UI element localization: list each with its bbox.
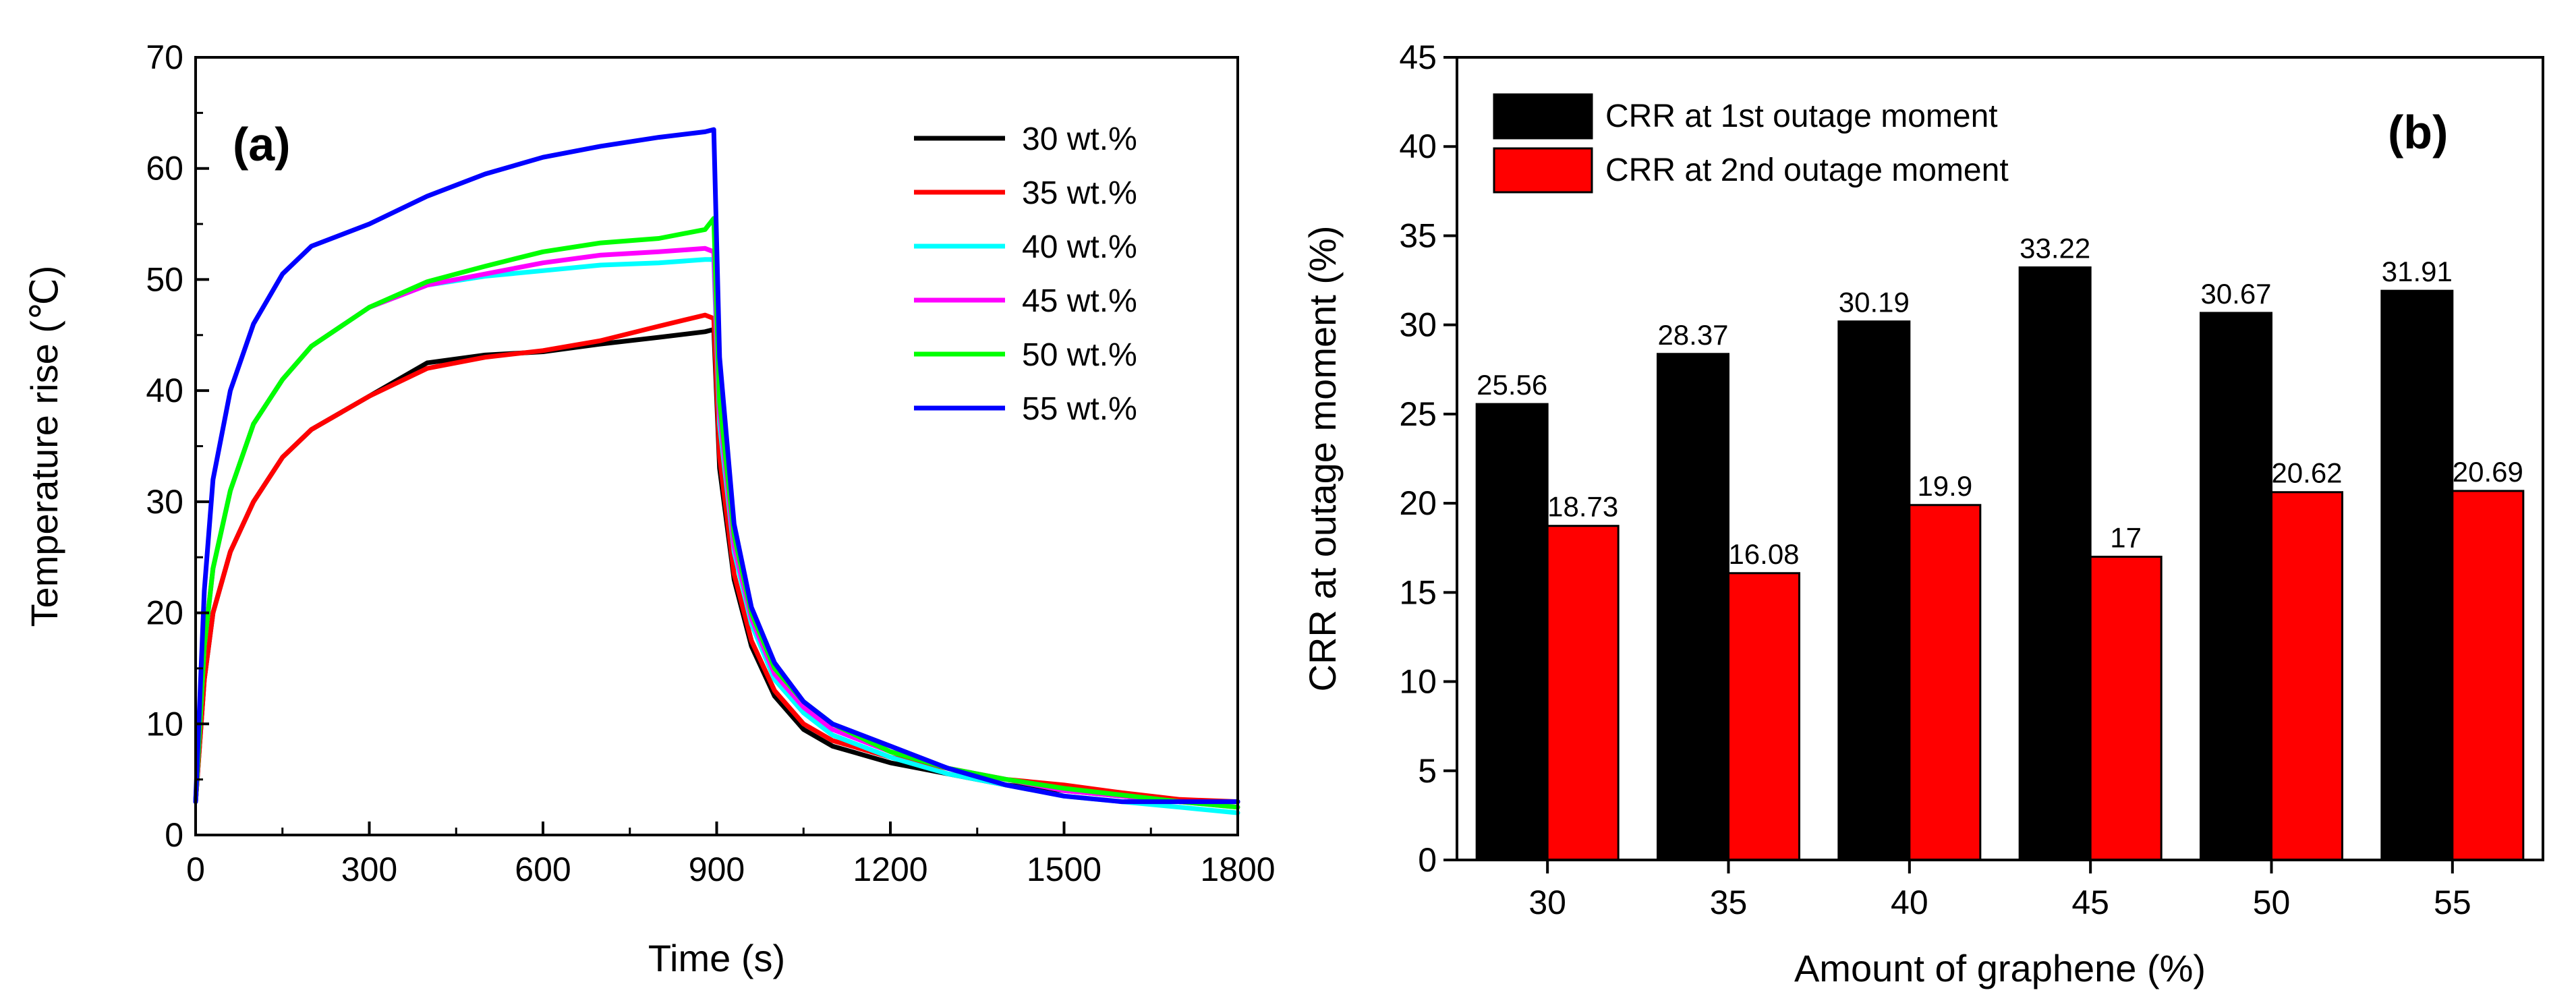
plot-frame xyxy=(1456,56,2544,861)
bar-value-label: 19.9 xyxy=(1917,470,1972,502)
bar-value-label: 18.73 xyxy=(1547,491,1618,523)
x-tick-label: 45 xyxy=(2071,884,2109,921)
series-line xyxy=(193,127,1240,805)
x-tick-label: 55 xyxy=(2434,884,2471,921)
y-axis-title: CRR at outage moment (%) xyxy=(1301,226,1344,692)
bar xyxy=(2270,491,2343,861)
x-tick-label: 50 xyxy=(2253,884,2291,921)
x-axis-ticks: 0 300 600 900 1200 1500 1800 xyxy=(186,822,1276,888)
y-axis-ticks: 0 10 20 30 40 50 60 70 xyxy=(146,38,209,854)
y-tick-label: 25 xyxy=(1399,395,1437,433)
legend: CRR at 1st outage moment CRR at 2nd outag… xyxy=(1493,93,2009,194)
bar-value-label: 28.37 xyxy=(1657,319,1728,351)
bar xyxy=(2200,312,2272,861)
y-tick-label: 30 xyxy=(146,483,183,521)
x-axis-ticks: 30 35 40 45 50 55 xyxy=(1528,860,2471,921)
x-tick-label: 0 xyxy=(186,851,205,888)
legend-label: 50 wt.% xyxy=(1022,337,1137,373)
bar-series-group: 25.56 28.37 30.19 33.22 30.67 31.91 18.73 16.08… xyxy=(1475,233,2525,861)
x-tick-label: 300 xyxy=(341,851,397,888)
bar xyxy=(2451,490,2525,861)
x-tick-label: 900 xyxy=(689,851,745,888)
x-tick-label: 1200 xyxy=(853,851,927,888)
x-tick-label: 1800 xyxy=(1200,851,1275,888)
bar-chart-panel: 25.56 28.37 30.19 33.22 30.67 31.91 18.73 16.08… xyxy=(1301,38,2544,989)
bar xyxy=(1908,504,1982,861)
legend-label: 55 wt.% xyxy=(1022,391,1137,427)
legend-label: 45 wt.% xyxy=(1022,283,1137,319)
bar-value-label: 33.22 xyxy=(2020,233,2090,264)
y-tick-label: 40 xyxy=(1399,127,1437,165)
y-tick-label: 50 xyxy=(146,260,183,298)
bar-value-label: 20.62 xyxy=(2271,457,2342,489)
x-axis-title: Time (s) xyxy=(648,937,785,979)
legend-swatch xyxy=(1493,93,1593,140)
y-tick-label: 5 xyxy=(1418,752,1437,790)
bar-value-label: 30.67 xyxy=(2200,278,2271,310)
y-tick-label: 30 xyxy=(1399,306,1437,344)
bar xyxy=(1657,353,1729,861)
y-tick-label: 60 xyxy=(146,150,183,188)
bar xyxy=(2380,289,2454,861)
bar xyxy=(1475,403,1549,861)
y-tick-label: 20 xyxy=(1399,484,1437,522)
y-tick-label: 0 xyxy=(1418,841,1437,879)
series-line xyxy=(193,216,1240,810)
y-axis-ticks: 0 5 10 15 20 25 30 35 40 45 xyxy=(1399,38,1457,879)
x-tick-label: 35 xyxy=(1710,884,1748,921)
y-tick-label: 45 xyxy=(1399,38,1437,76)
bar xyxy=(2089,555,2163,861)
x-tick-label: 40 xyxy=(1891,884,1928,921)
legend-label: 40 wt.% xyxy=(1022,229,1137,265)
y-tick-label: 10 xyxy=(1399,663,1437,701)
x-tick-label: 600 xyxy=(515,851,571,888)
bar-value-label: 30.19 xyxy=(1839,287,1910,318)
legend-label: 35 wt.% xyxy=(1022,175,1137,211)
legend-label: CRR at 1st outage moment xyxy=(1605,98,1998,134)
bar-value-label: 17 xyxy=(2110,521,2142,553)
bar xyxy=(2018,266,2092,861)
panel-label-a: (a) xyxy=(233,118,291,171)
legend: 30 wt.% 35 wt.% 40 wt.% 45 wt.% 50 wt.% 55 wt… xyxy=(914,121,1137,427)
line-chart-panel: 0 300 600 900 1200 1500 1800 0 10 20 30 40 50 60 70 (… xyxy=(23,38,1276,979)
bar-value-label: 25.56 xyxy=(1477,369,1547,401)
bar-value-label: 31.91 xyxy=(2382,256,2453,287)
y-axis-title: Temperature rise (℃) xyxy=(23,266,65,627)
bar-value-label: 20.69 xyxy=(2453,456,2523,488)
panel-label-b: (b) xyxy=(2388,106,2448,159)
bar xyxy=(1727,572,1800,861)
y-tick-label: 35 xyxy=(1399,217,1437,254)
x-axis-title: Amount of graphene (%) xyxy=(1794,947,2206,989)
y-tick-label: 15 xyxy=(1399,573,1437,611)
x-tick-label: 30 xyxy=(1528,884,1566,921)
bar xyxy=(1837,320,1911,861)
legend-label: 30 wt.% xyxy=(1022,121,1137,157)
y-tick-label: 40 xyxy=(146,372,183,409)
line-series-group xyxy=(193,127,1240,815)
y-tick-label: 70 xyxy=(146,38,183,76)
bar xyxy=(1546,525,1620,861)
y-tick-label: 0 xyxy=(165,816,183,854)
bar-value-label: 16.08 xyxy=(1728,538,1799,570)
y-tick-label: 10 xyxy=(146,705,183,743)
x-tick-label: 1500 xyxy=(1027,851,1101,888)
legend-swatch xyxy=(1493,147,1593,194)
y-tick-label: 20 xyxy=(146,594,183,632)
legend-label: CRR at 2nd outage moment xyxy=(1605,152,2009,188)
